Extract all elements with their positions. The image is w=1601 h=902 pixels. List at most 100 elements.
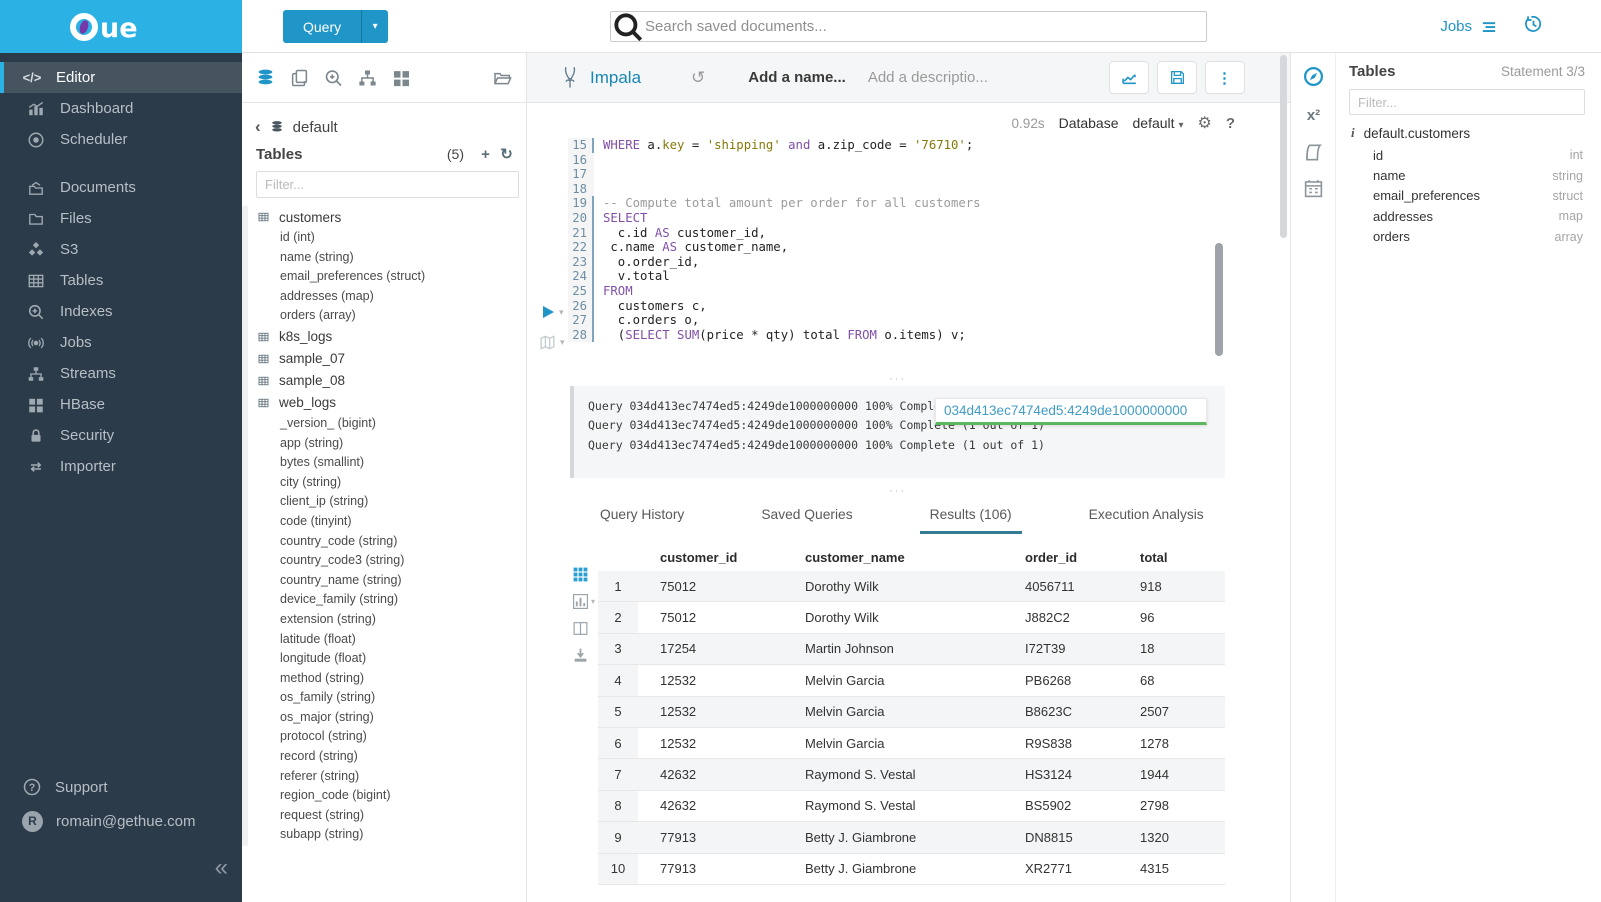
- help-icon[interactable]: ?: [1225, 114, 1235, 132]
- table-row[interactable]: 9 77913 Betty J. Giambrone DN8815 1320: [598, 822, 1225, 854]
- sidebar-item-tables[interactable]: Tables: [0, 265, 242, 296]
- table-row[interactable]: 7 42632 Raymond S. Vestal HS3124 1944: [598, 759, 1225, 791]
- tab-saved-queries[interactable]: Saved Queries: [761, 507, 853, 522]
- grid-view-button[interactable]: [572, 566, 595, 583]
- assist-streams-icon[interactable]: [357, 68, 378, 88]
- sidebar-item-scheduler[interactable]: Scheduler: [0, 124, 242, 155]
- table-row[interactable]: 1 75012 Dorothy Wilk 4056711 918: [598, 571, 1225, 603]
- table-item[interactable]: customers: [256, 206, 526, 228]
- column-item[interactable]: protocol (string): [280, 729, 367, 744]
- assistant-compass-icon[interactable]: [1303, 66, 1324, 87]
- column-item[interactable]: city (string): [280, 474, 342, 489]
- table-row[interactable]: 4 12532 Melvin Garcia PB6268 68: [598, 665, 1225, 697]
- back-chevron-icon[interactable]: ‹: [255, 117, 261, 136]
- tables-filter-input[interactable]: [256, 171, 519, 198]
- column-item[interactable]: os_family (string): [280, 690, 376, 705]
- column-item[interactable]: addresses map: [1349, 206, 1585, 226]
- tab-results-106-[interactable]: Results (106): [919, 501, 1022, 534]
- hue-logo[interactable]: ue: [0, 0, 242, 53]
- column-item[interactable]: referer (string): [280, 768, 360, 783]
- engine-selector[interactable]: Impala: [527, 66, 641, 90]
- query-type-caret-icon[interactable]: ▾: [361, 10, 389, 43]
- refresh-icon[interactable]: ↻: [500, 146, 513, 163]
- sidebar-collapse-button[interactable]: «: [214, 854, 228, 881]
- sidebar-item-editor[interactable]: </> Editor: [0, 62, 242, 93]
- column-item[interactable]: country_code (string): [280, 533, 398, 548]
- column-item[interactable]: id (int): [280, 230, 315, 244]
- sidebar-item-security[interactable]: Security: [0, 420, 242, 451]
- schedule-icon[interactable]: [1303, 178, 1324, 199]
- download-button[interactable]: [572, 647, 595, 664]
- column-item[interactable]: addresses (map): [280, 288, 374, 303]
- column-header[interactable]: customer_id: [660, 549, 738, 565]
- column-item[interactable]: email_preferences (struct): [280, 269, 426, 284]
- column-item[interactable]: device_family (string): [280, 592, 399, 607]
- log-resize-handle[interactable]: ···: [889, 373, 906, 385]
- sidebar-item-hbase[interactable]: HBase: [0, 389, 242, 420]
- language-reference-icon[interactable]: [1303, 142, 1324, 163]
- column-item[interactable]: bytes (smallint): [280, 455, 365, 470]
- column-item[interactable]: name (string): [280, 249, 354, 264]
- add-table-icon[interactable]: +: [481, 145, 490, 163]
- table-item[interactable]: sample_08: [256, 370, 526, 392]
- column-item[interactable]: code (tinyint): [280, 513, 352, 528]
- global-search[interactable]: [610, 11, 1207, 42]
- history-button[interactable]: [1524, 15, 1543, 39]
- table-row[interactable]: 3 17254 Martin Johnson I72T39 18: [598, 633, 1225, 666]
- sidebar-item-user[interactable]: R romain@gethue.com: [0, 808, 195, 834]
- table-row[interactable]: 10 77913 Betty J. Giambrone XR2771 4315: [598, 853, 1225, 885]
- save-button[interactable]: [1157, 61, 1197, 94]
- tab-execution-analysis[interactable]: Execution Analysis: [1088, 507, 1204, 522]
- assist-scrollbar[interactable]: [242, 206, 248, 846]
- sidebar-item-streams[interactable]: Streams: [0, 358, 242, 389]
- column-item[interactable]: email_preferences struct: [1349, 186, 1585, 206]
- column-item[interactable]: latitude (float): [280, 631, 356, 646]
- chart-view-button[interactable]: ▾: [572, 593, 595, 610]
- column-item[interactable]: request (string): [280, 807, 365, 822]
- jobs-link[interactable]: Jobs: [1440, 18, 1498, 35]
- column-item[interactable]: record (string): [280, 749, 358, 764]
- results-resize-handle[interactable]: ···: [889, 485, 906, 497]
- sidebar-item-jobs[interactable]: Jobs: [0, 327, 242, 358]
- column-item[interactable]: method (string): [280, 670, 365, 685]
- sidebar-item-files[interactable]: Files: [0, 203, 242, 234]
- assist-database-icon[interactable]: [255, 68, 276, 88]
- database-name[interactable]: default: [292, 118, 338, 136]
- sidebar-item-indexes[interactable]: Indexes: [0, 296, 242, 327]
- table-row[interactable]: 5 12532 Melvin Garcia B8623C 2507: [598, 696, 1225, 728]
- sidebar-item-documents[interactable]: Documents: [0, 172, 242, 203]
- execute-caret-icon[interactable]: ▾: [559, 306, 564, 317]
- column-item[interactable]: orders (array): [280, 308, 356, 323]
- assist-search-icon[interactable]: [323, 68, 344, 88]
- new-query-button[interactable]: Query ▾: [283, 10, 389, 43]
- settings-gear-icon[interactable]: ⚙: [1197, 115, 1212, 132]
- main-scrollbar[interactable]: [1280, 55, 1287, 238]
- column-item[interactable]: country_name (string): [280, 572, 402, 587]
- sidebar-item-s3[interactable]: S3: [0, 234, 242, 265]
- column-item[interactable]: _version_ (bigint): [280, 415, 376, 430]
- explain-button[interactable]: ▾: [538, 334, 565, 351]
- table-item[interactable]: k8s_logs: [256, 326, 526, 348]
- column-header[interactable]: customer_name: [805, 549, 905, 565]
- undo-icon[interactable]: ↺: [691, 67, 706, 87]
- column-item[interactable]: client_ip (string): [280, 494, 369, 509]
- execute-button[interactable]: ▾: [540, 304, 564, 320]
- column-item[interactable]: time (string): [256, 845, 526, 846]
- column-item[interactable]: extension (string): [280, 611, 376, 626]
- active-table[interactable]: i default.customers: [1351, 125, 1585, 141]
- more-actions-button[interactable]: ⋮: [1205, 61, 1245, 94]
- search-input[interactable]: [645, 18, 1206, 35]
- assist-folder-icon[interactable]: [492, 68, 513, 88]
- chart-button[interactable]: [1109, 61, 1149, 94]
- sql-editor[interactable]: 15 WHERE a.key = 'shipping' and a.zip_cod…: [527, 138, 1227, 343]
- column-item[interactable]: app (string): [280, 435, 344, 450]
- query-description-field[interactable]: Add a descriptio...: [867, 69, 988, 86]
- editor-scrollbar[interactable]: [1215, 243, 1223, 356]
- sidebar-item-dashboard[interactable]: Dashboard: [0, 93, 242, 124]
- tab-query-history[interactable]: Query History: [600, 507, 685, 522]
- assist-hbase-icon[interactable]: [391, 68, 412, 88]
- explain-caret-icon[interactable]: ▾: [560, 337, 565, 347]
- column-item[interactable]: region_code (bigint): [280, 788, 391, 803]
- table-item[interactable]: sample_07: [256, 348, 526, 370]
- column-item[interactable]: id int: [1349, 145, 1585, 165]
